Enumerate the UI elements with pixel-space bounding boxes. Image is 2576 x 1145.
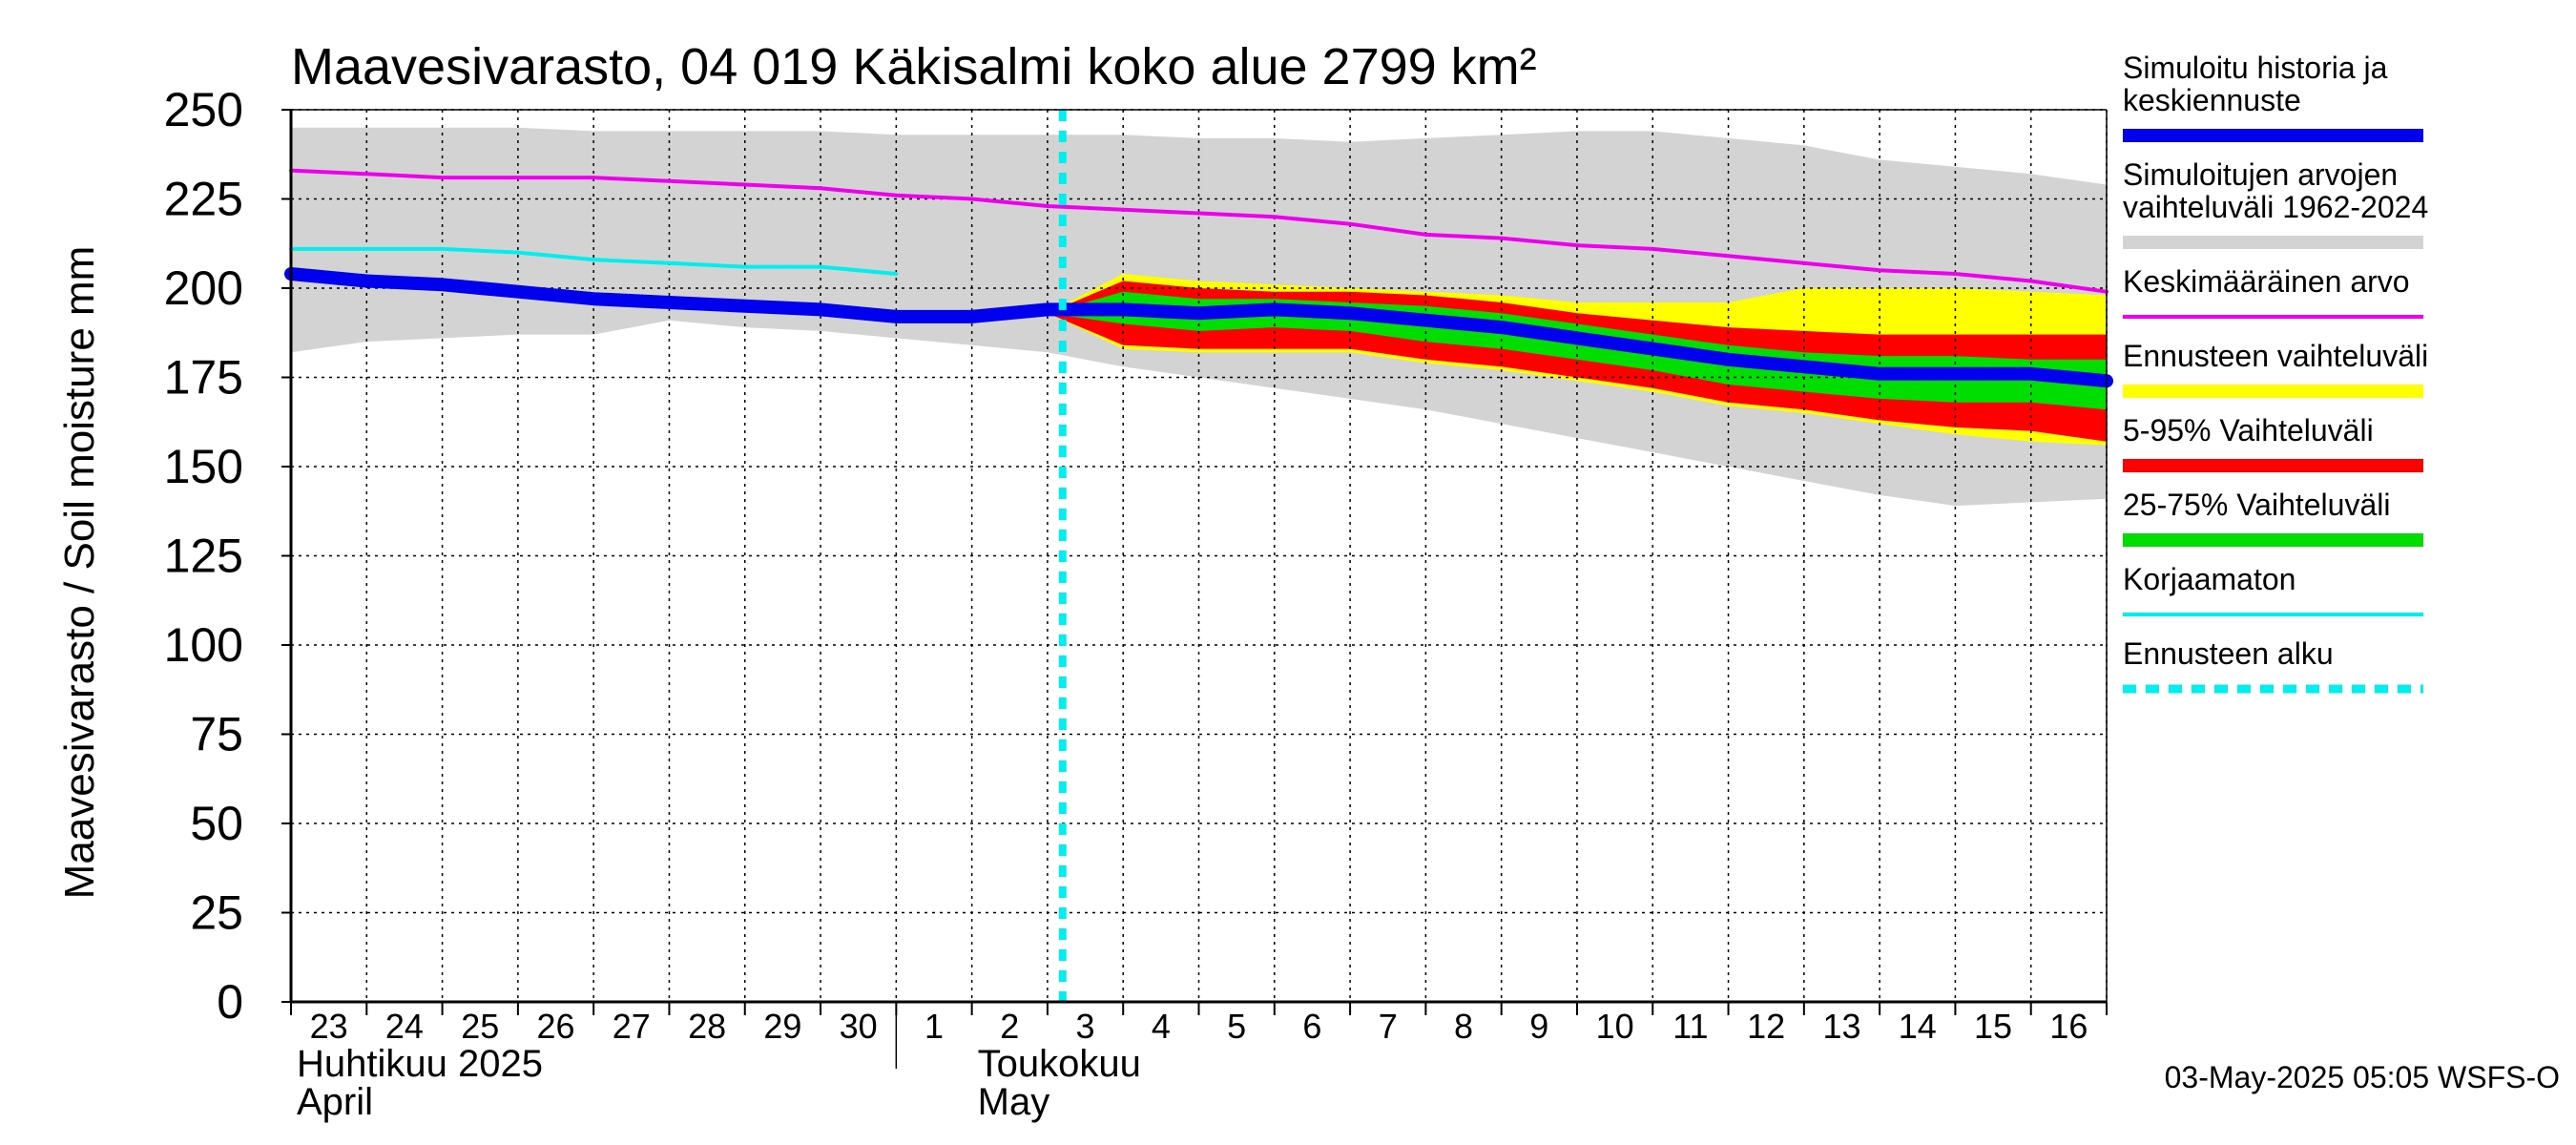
x-tick-label: 14 <box>1899 1007 1937 1046</box>
y-tick-label: 50 <box>190 797 243 850</box>
y-tick-label: 175 <box>164 351 243 405</box>
month-label-en: May <box>978 1081 1050 1123</box>
series-line-simuloitu-historia-ja-keskiennuste <box>284 267 2113 388</box>
x-tick-label: 25 <box>461 1007 499 1046</box>
month-label: Huhtikuu 2025 <box>297 1043 543 1085</box>
chart-title: Maavesivarasto, 04 019 Käkisalmi koko al… <box>291 38 1537 95</box>
footer-timestamp: 03-May-2025 05:05 WSFS-O <box>2165 1060 2560 1094</box>
x-tick-label: 4 <box>1152 1007 1171 1046</box>
series-line-keskim-r-inen-arvo <box>289 168 2109 294</box>
x-tick-label: 5 <box>1227 1007 1246 1046</box>
legend-label: Ennusteen alku <box>2123 636 2334 671</box>
x-tick-label: 12 <box>1747 1007 1785 1046</box>
y-tick-label: 0 <box>217 975 243 1029</box>
x-tick-label: 26 <box>536 1007 574 1046</box>
x-tick-label: 3 <box>1076 1007 1095 1046</box>
x-tick-label: 13 <box>1822 1007 1860 1046</box>
month-label: Toukokuu <box>978 1043 1141 1085</box>
x-tick-label: 15 <box>1974 1007 2012 1046</box>
legend-label: Simuloitu historia ja <box>2123 51 2388 85</box>
x-tick-label: 7 <box>1379 1007 1398 1046</box>
series-line-layer <box>284 110 2113 1002</box>
x-tick-label: 1 <box>924 1007 944 1046</box>
legend-label: Simuloitujen arvojen <box>2123 157 2398 192</box>
x-tick-label: 8 <box>1454 1007 1473 1046</box>
x-tick-label: 24 <box>385 1007 424 1046</box>
y-tick-label: 150 <box>164 440 243 493</box>
legend-label: vaihteluväli 1962-2024 <box>2123 190 2428 224</box>
legend-label: Korjaamaton <box>2123 562 2296 596</box>
legend-label: 5-95% Vaihteluväli <box>2123 413 2374 448</box>
x-tick-label: 29 <box>763 1007 801 1046</box>
y-tick-label: 250 <box>164 83 243 136</box>
band-25-75-vaihteluv-li <box>1047 291 2107 410</box>
x-tick-label: 9 <box>1529 1007 1548 1046</box>
y-tick-label: 200 <box>164 261 243 315</box>
y-axis-label: Maavesivarasto / Soil moisture mm <box>56 246 103 900</box>
legend-label: keskiennuste <box>2123 83 2301 117</box>
x-tick-label: 23 <box>310 1007 348 1046</box>
x-tick-label: 2 <box>1000 1007 1019 1046</box>
legend-label: 25-75% Vaihteluväli <box>2123 488 2390 522</box>
x-tick-label: 16 <box>2049 1007 2088 1046</box>
y-tick-label: 100 <box>164 618 243 672</box>
x-tick-label: 28 <box>688 1007 726 1046</box>
x-tick-label: 11 <box>1672 1007 1708 1046</box>
y-tick-label: 75 <box>190 708 243 761</box>
legend-label: Keskimääräinen arvo <box>2123 264 2410 299</box>
x-tick-label: 30 <box>840 1007 878 1046</box>
x-tick-label: 10 <box>1596 1007 1634 1046</box>
legend-label: Ennusteen vaihteluväli <box>2123 339 2428 373</box>
x-tick-label: 27 <box>613 1007 651 1046</box>
x-tick-label: 6 <box>1302 1007 1321 1046</box>
month-label-en: April <box>297 1081 373 1123</box>
y-tick-label: 225 <box>164 173 243 226</box>
y-tick-label: 25 <box>190 886 243 940</box>
y-tick-label: 125 <box>164 530 243 583</box>
series-line-korjaamaton <box>289 246 899 276</box>
